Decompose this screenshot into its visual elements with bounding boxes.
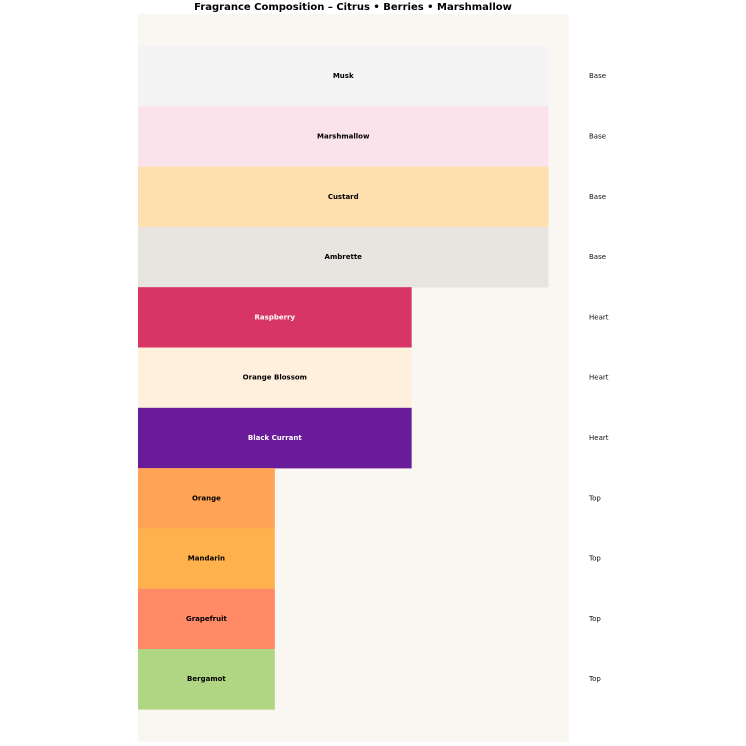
- bar: [138, 347, 412, 409]
- bar: [138, 528, 275, 589]
- bar-label: Orange: [192, 494, 221, 502]
- group-label: Top: [588, 555, 601, 563]
- bar-label: Mandarin: [188, 555, 225, 563]
- group-label: Base: [589, 193, 606, 201]
- bar-label: Musk: [333, 72, 354, 80]
- bar: [138, 588, 275, 650]
- bar: [138, 226, 549, 288]
- group-label: Heart: [589, 374, 609, 382]
- group-label: Heart: [589, 313, 609, 321]
- bar: [138, 468, 275, 529]
- bar-label: Grapefruit: [186, 615, 228, 623]
- group-label: Top: [588, 494, 601, 502]
- bar-label: Raspberry: [255, 313, 296, 321]
- group-label: Heart: [589, 434, 609, 442]
- bar-label: Bergamot: [187, 675, 226, 683]
- bar: [138, 166, 549, 228]
- group-label: Base: [589, 253, 606, 261]
- bar: [138, 649, 275, 710]
- bar-label: Black Currant: [248, 434, 302, 442]
- group-label: Top: [588, 675, 601, 683]
- bar-label: Marshmallow: [317, 132, 370, 140]
- group-label: Base: [589, 72, 606, 80]
- group-label: Top: [588, 615, 601, 623]
- bar-label: Orange Blossom: [243, 374, 307, 382]
- bar-label: Custard: [328, 193, 359, 201]
- bar: [138, 106, 549, 167]
- group-label: Base: [589, 132, 606, 140]
- bar: [138, 46, 549, 107]
- chart-title: Fragrance Composition – Citrus • Berries…: [194, 2, 512, 13]
- bar-label: Ambrette: [325, 253, 363, 261]
- bar: [138, 407, 412, 469]
- bar: [138, 287, 412, 348]
